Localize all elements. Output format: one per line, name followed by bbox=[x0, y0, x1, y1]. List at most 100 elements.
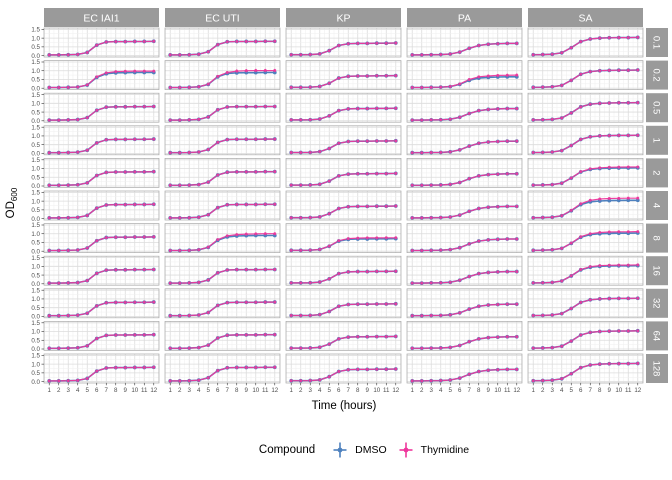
x-tick-label: 1 bbox=[169, 387, 173, 394]
panel-border bbox=[164, 27, 281, 58]
point-thymidine bbox=[448, 248, 452, 252]
point-thymidine bbox=[85, 311, 89, 315]
point-thymidine bbox=[579, 300, 583, 304]
panel-border bbox=[164, 158, 281, 188]
point-thymidine bbox=[95, 174, 99, 178]
point-thymidine bbox=[579, 202, 583, 206]
point-thymidine bbox=[439, 379, 443, 383]
point-thymidine bbox=[569, 372, 573, 376]
point-thymidine bbox=[410, 314, 414, 318]
x-tick-label: 9 bbox=[124, 387, 128, 394]
point-thymidine bbox=[458, 278, 462, 282]
point-thymidine bbox=[496, 140, 500, 144]
point-thymidine bbox=[420, 151, 424, 155]
point-thymidine bbox=[152, 333, 156, 337]
y-tick-label: 0.0 bbox=[31, 379, 40, 386]
point-thymidine bbox=[365, 335, 369, 339]
point-thymidine bbox=[356, 74, 360, 78]
point-thymidine bbox=[289, 281, 293, 285]
x-tick-label: 10 bbox=[373, 387, 380, 394]
point-thymidine bbox=[515, 204, 519, 208]
point-thymidine bbox=[66, 216, 70, 220]
point-thymidine bbox=[327, 310, 331, 314]
point-thymidine bbox=[505, 41, 509, 45]
point-thymidine bbox=[420, 86, 424, 90]
point-thymidine bbox=[607, 165, 611, 169]
point-thymidine bbox=[104, 170, 108, 174]
point-thymidine bbox=[123, 137, 127, 141]
point-thymidine bbox=[178, 118, 182, 122]
x-tick-label: 5 bbox=[207, 387, 211, 394]
point-thymidine bbox=[235, 268, 239, 272]
point-thymidine bbox=[254, 365, 258, 369]
point-thymidine bbox=[168, 86, 172, 90]
point-thymidine bbox=[356, 41, 360, 45]
point-thymidine bbox=[299, 85, 303, 89]
point-thymidine bbox=[197, 378, 201, 382]
point-thymidine bbox=[496, 205, 500, 209]
point-thymidine bbox=[560, 344, 564, 348]
point-thymidine bbox=[206, 213, 210, 217]
point-thymidine bbox=[420, 183, 424, 187]
point-thymidine bbox=[467, 111, 471, 115]
point-thymidine bbox=[104, 333, 108, 337]
point-thymidine bbox=[626, 296, 630, 300]
facet-row-label: 16 bbox=[651, 265, 662, 276]
point-thymidine bbox=[346, 335, 350, 339]
point-thymidine bbox=[531, 346, 535, 350]
point-thymidine bbox=[496, 42, 500, 46]
point-thymidine bbox=[85, 83, 89, 87]
point-thymidine bbox=[429, 118, 433, 122]
point-thymidine bbox=[216, 303, 220, 307]
point-thymidine bbox=[66, 85, 70, 89]
facet-row-strip bbox=[646, 125, 668, 155]
x-tick-label: 3 bbox=[67, 387, 71, 394]
point-thymidine bbox=[439, 281, 443, 285]
facet-row-strip bbox=[646, 93, 668, 123]
point-thymidine bbox=[308, 85, 312, 89]
point-thymidine bbox=[598, 330, 602, 334]
panel-border bbox=[164, 255, 281, 286]
point-thymidine bbox=[448, 378, 452, 382]
point-thymidine bbox=[104, 138, 108, 142]
point-thymidine bbox=[168, 281, 172, 285]
y-tick-label: 0.5 bbox=[31, 272, 40, 279]
point-thymidine bbox=[206, 180, 210, 184]
facet-row-strip bbox=[646, 288, 668, 318]
point-thymidine bbox=[308, 313, 312, 317]
panel-border bbox=[285, 353, 402, 384]
point-thymidine bbox=[448, 345, 452, 349]
point-thymidine bbox=[318, 313, 322, 317]
point-thymidine bbox=[420, 346, 424, 350]
point-thymidine bbox=[168, 151, 172, 155]
point-thymidine bbox=[152, 170, 156, 174]
facet-col-strip bbox=[286, 8, 401, 27]
point-thymidine bbox=[168, 379, 172, 383]
panel-border bbox=[285, 125, 402, 156]
point-thymidine bbox=[607, 263, 611, 267]
point-thymidine bbox=[142, 235, 146, 239]
point-thymidine bbox=[254, 333, 258, 337]
point-thymidine bbox=[168, 249, 172, 253]
point-thymidine bbox=[375, 236, 379, 240]
x-tick-label: 10 bbox=[494, 387, 501, 394]
point-thymidine bbox=[85, 181, 89, 185]
facet-col-label: PA bbox=[458, 13, 471, 25]
point-thymidine bbox=[114, 333, 118, 337]
point-thymidine bbox=[467, 46, 471, 50]
point-thymidine bbox=[541, 248, 545, 252]
panel-border bbox=[285, 190, 402, 221]
y-tick-label: 1.5 bbox=[31, 190, 40, 197]
point-thymidine bbox=[273, 170, 277, 174]
point-thymidine bbox=[598, 134, 602, 138]
x-tick-label: 12 bbox=[150, 387, 157, 394]
point-thymidine bbox=[496, 270, 500, 274]
point-thymidine bbox=[254, 300, 258, 304]
panel-border bbox=[406, 288, 523, 319]
y-tick-label: 0.0 bbox=[31, 346, 40, 353]
point-thymidine bbox=[356, 107, 360, 111]
point-thymidine bbox=[365, 302, 369, 306]
point-thymidine bbox=[467, 144, 471, 148]
point-thymidine bbox=[477, 239, 481, 243]
point-thymidine bbox=[133, 300, 137, 304]
